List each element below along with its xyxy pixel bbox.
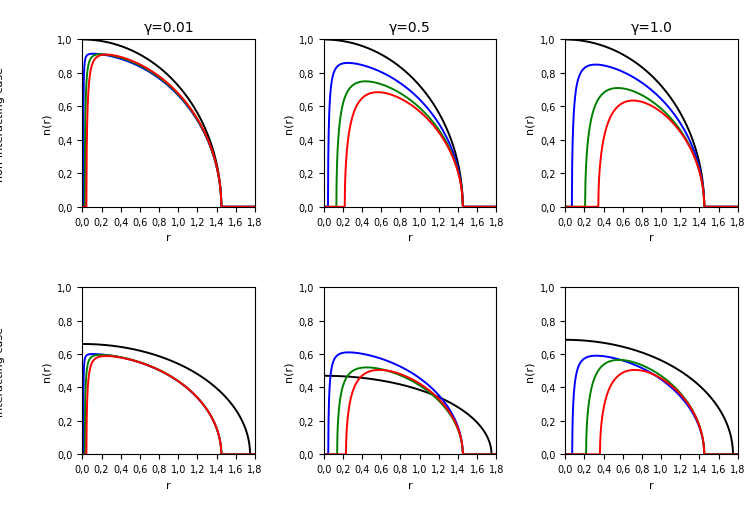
- X-axis label: r: r: [407, 233, 413, 242]
- Text: interacting case: interacting case: [0, 326, 4, 416]
- Text: non-interacting case: non-interacting case: [0, 67, 4, 181]
- Y-axis label: n(r): n(r): [283, 114, 293, 134]
- Y-axis label: n(r): n(r): [283, 361, 293, 381]
- Title: γ=0.5: γ=0.5: [389, 21, 431, 35]
- X-axis label: r: r: [407, 480, 413, 490]
- X-axis label: r: r: [649, 480, 654, 490]
- X-axis label: r: r: [166, 480, 171, 490]
- Y-axis label: n(r): n(r): [524, 114, 535, 134]
- X-axis label: r: r: [649, 233, 654, 242]
- Y-axis label: n(r): n(r): [524, 361, 535, 381]
- Y-axis label: n(r): n(r): [42, 114, 52, 134]
- X-axis label: r: r: [166, 233, 171, 242]
- Title: γ=1.0: γ=1.0: [631, 21, 673, 35]
- Title: γ=0.01: γ=0.01: [143, 21, 194, 35]
- Y-axis label: n(r): n(r): [42, 361, 52, 381]
